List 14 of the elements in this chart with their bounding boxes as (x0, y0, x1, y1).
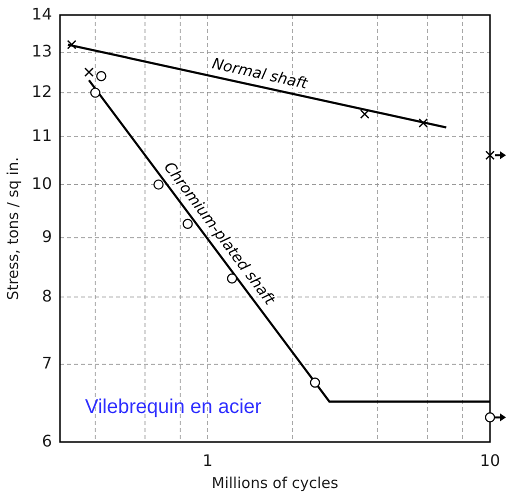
text: Normal shaft (210, 54, 310, 93)
y-tick-label: 14 (32, 4, 52, 24)
y-tick-label: 7 (42, 354, 52, 373)
x-tick-label: 1 (202, 451, 213, 470)
annotation: Vilebrequin en acier (85, 396, 262, 418)
y-axis-title: Stress, tons / sq in. (4, 156, 22, 300)
y-tick-label: 8 (42, 286, 52, 306)
x-axis-title: Millions of cycles (212, 474, 339, 492)
y-tick-label: 6 (42, 431, 52, 450)
y-tick-label: 12 (32, 82, 52, 102)
y-tick-label: 11 (32, 126, 52, 145)
y-tick-label: 13 (32, 42, 52, 61)
y-tick-label: 9 (42, 227, 52, 246)
y-tick-label: 10 (32, 174, 52, 193)
